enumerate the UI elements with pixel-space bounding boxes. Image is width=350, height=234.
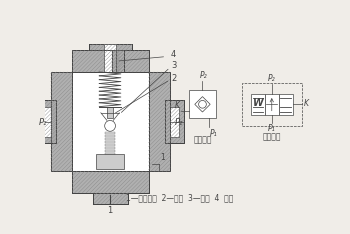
Bar: [105, 159, 115, 161]
Bar: [112, 50, 119, 72]
Bar: [37, 100, 56, 143]
Text: 详细符号: 详细符号: [262, 132, 281, 141]
Bar: [105, 138, 115, 140]
Polygon shape: [195, 97, 210, 112]
Bar: [165, 107, 178, 137]
Text: 1: 1: [160, 153, 165, 162]
Bar: [105, 144, 115, 146]
Text: K: K: [303, 99, 308, 108]
Bar: [105, 135, 115, 137]
Bar: [265, 94, 279, 115]
Text: P₂: P₂: [199, 71, 207, 80]
Text: W: W: [253, 98, 263, 108]
Bar: [72, 72, 148, 171]
Bar: [72, 171, 148, 193]
Text: 简化符号: 简化符号: [193, 135, 212, 144]
Text: P₂: P₂: [175, 117, 183, 127]
Text: P₁: P₁: [39, 117, 47, 127]
Circle shape: [199, 100, 206, 108]
Text: P₁: P₁: [210, 129, 218, 138]
Text: P₂: P₂: [268, 74, 275, 83]
Circle shape: [105, 121, 116, 131]
Bar: [105, 141, 115, 143]
Bar: [105, 150, 115, 152]
Bar: [105, 153, 115, 155]
Bar: [105, 147, 115, 149]
Bar: [104, 44, 116, 72]
Bar: [116, 50, 124, 72]
Bar: [107, 107, 113, 118]
Bar: [37, 100, 56, 143]
Text: 3: 3: [171, 61, 176, 70]
Bar: [96, 154, 124, 169]
Bar: [105, 156, 115, 158]
Bar: [105, 162, 115, 165]
Bar: [89, 44, 132, 50]
Bar: [148, 72, 170, 171]
Text: 1: 1: [107, 206, 113, 215]
Bar: [189, 91, 216, 118]
Bar: [242, 83, 302, 126]
Bar: [165, 100, 184, 143]
Bar: [72, 72, 148, 171]
Bar: [165, 100, 184, 143]
Text: K: K: [174, 102, 179, 110]
Bar: [51, 72, 72, 171]
Bar: [251, 94, 265, 115]
Bar: [72, 171, 148, 193]
Text: P₁: P₁: [268, 124, 275, 133]
Bar: [37, 107, 51, 137]
Text: 4: 4: [170, 50, 175, 59]
Text: 2: 2: [171, 74, 176, 83]
Bar: [105, 132, 115, 134]
Text: 1—控制活塞  2—推杆  3—阀心  4  弹簧: 1—控制活塞 2—推杆 3—阀心 4 弹簧: [126, 193, 233, 202]
Bar: [105, 165, 115, 168]
Bar: [72, 50, 148, 72]
Bar: [72, 50, 148, 72]
Bar: [279, 94, 293, 115]
Bar: [93, 193, 128, 205]
